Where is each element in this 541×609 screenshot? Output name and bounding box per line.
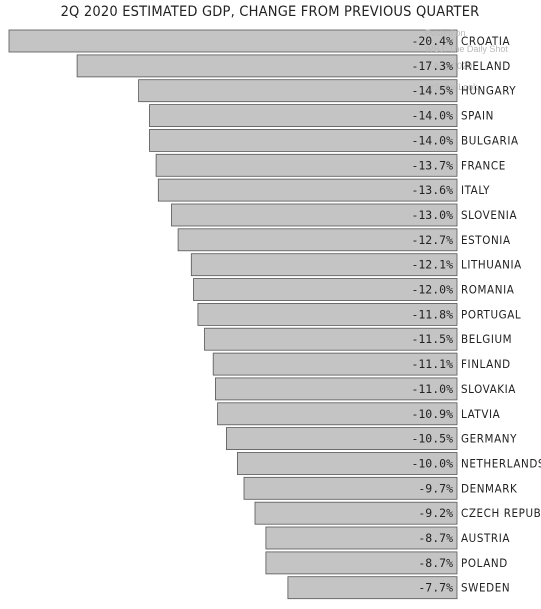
- watermark: Posted on WSJ: The Daily Shot 4-Aug-2020…: [425, 28, 508, 92]
- bar-spain: [149, 104, 458, 127]
- category-label: POLAND: [461, 556, 508, 570]
- category-label: GERMANY: [461, 432, 517, 446]
- value-label: -9.7%: [418, 481, 453, 495]
- value-label: -13.0%: [411, 208, 453, 222]
- category-label: SLOVENIA: [461, 208, 517, 222]
- value-label: -8.7%: [418, 556, 453, 570]
- value-label: -12.7%: [411, 233, 453, 247]
- value-label: -11.5%: [411, 332, 453, 346]
- value-label: -12.1%: [411, 258, 453, 272]
- bar-france: [155, 153, 458, 177]
- value-label: -12.0%: [411, 283, 453, 297]
- labels-layer: -20.4% CROATIA-17.3% IRELAND-14.5% HUNGARY-…: [411, 34, 541, 595]
- bar-germany: [225, 427, 458, 451]
- bar-slovakia: [214, 377, 458, 401]
- category-label: DENMARK: [461, 481, 517, 495]
- value-label: -14.0%: [411, 133, 453, 147]
- category-label: NETHERLANDS: [461, 457, 541, 471]
- category-label: ITALY: [461, 183, 490, 197]
- category-label: ESTONIA: [461, 233, 511, 247]
- category-label: CROATIA: [461, 34, 510, 48]
- value-label: -13.7%: [411, 158, 453, 172]
- category-label: BULGARIA: [461, 133, 519, 147]
- bar-czech-republic: [254, 501, 458, 525]
- category-label: SPAIN: [461, 109, 494, 123]
- value-label: -10.0%: [411, 457, 453, 471]
- category-label: PORTUGAL: [461, 307, 521, 321]
- bar-finland: [212, 352, 458, 376]
- value-label: -11.8%: [411, 307, 453, 321]
- watermark-line-1: Posted on: [425, 28, 466, 38]
- value-label: -11.1%: [411, 357, 453, 371]
- value-label: -20.4%: [411, 34, 453, 48]
- category-label: CZECH REPUBLIC: [461, 506, 541, 520]
- bar-romania: [193, 278, 458, 301]
- bar-slovenia: [171, 203, 458, 227]
- bar-denmark: [243, 476, 458, 500]
- category-label: LITHUANIA: [461, 258, 522, 272]
- category-label: FINLAND: [461, 357, 511, 371]
- bars-layer: [8, 29, 458, 600]
- bar-belgium: [204, 327, 458, 351]
- category-label: AUSTRIA: [461, 531, 510, 545]
- watermark-line-3: 4-Aug-2020: [425, 61, 472, 71]
- category-label: FRANCE: [461, 158, 506, 172]
- watermark-line-4: @SoberLook: [425, 82, 478, 92]
- category-label: SLOVAKIA: [461, 382, 516, 396]
- watermark-line-2: WSJ: The Daily Shot: [425, 44, 508, 54]
- category-label: HUNGARY: [461, 84, 516, 98]
- value-label: -10.5%: [411, 432, 453, 446]
- value-label: -8.7%: [418, 531, 453, 545]
- value-label: -14.5%: [411, 84, 453, 98]
- category-label: SWEDEN: [461, 581, 510, 595]
- value-label: -14.0%: [411, 109, 453, 123]
- bar-poland: [265, 551, 458, 575]
- value-label: -17.3%: [411, 59, 453, 73]
- value-label: -7.7%: [418, 581, 453, 595]
- category-label: ROMANIA: [461, 283, 514, 297]
- value-label: -10.9%: [411, 407, 453, 421]
- chart-title: 2Q 2020 ESTIMATED GDP, CHANGE FROM PREVI…: [61, 4, 480, 20]
- value-label: -13.6%: [411, 183, 453, 197]
- bar-croatia: [8, 29, 458, 53]
- bar-portugal: [197, 302, 458, 326]
- bar-latvia: [217, 402, 458, 426]
- bar-austria: [265, 526, 458, 550]
- bar-bulgaria: [149, 128, 458, 152]
- category-label: LATVIA: [461, 407, 500, 421]
- category-label: IRELAND: [461, 59, 511, 73]
- bar-ireland: [76, 54, 458, 78]
- bar-netherlands: [236, 452, 458, 475]
- bar-lithuania: [190, 253, 458, 277]
- value-label: -9.2%: [418, 506, 453, 520]
- bar-hungary: [138, 79, 458, 103]
- bar-italy: [157, 178, 458, 202]
- category-label: BELGIUM: [461, 332, 512, 346]
- value-label: -11.0%: [411, 382, 453, 396]
- bar-sweden: [287, 576, 458, 600]
- bar-estonia: [177, 228, 458, 252]
